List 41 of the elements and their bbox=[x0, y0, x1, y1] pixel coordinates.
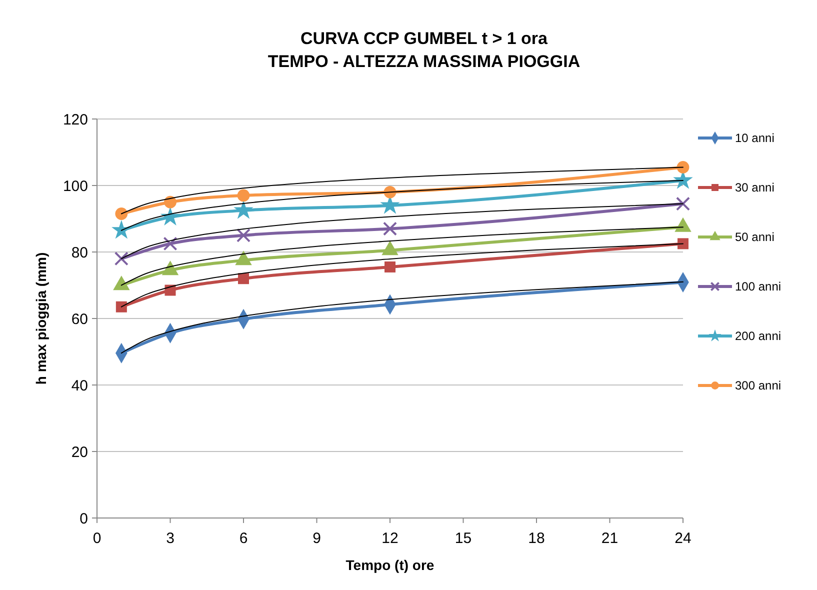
legend-label: 300 anni bbox=[735, 378, 782, 393]
x-axis-title: Tempo (t) ore bbox=[346, 557, 434, 573]
y-tick-label: 100 bbox=[62, 178, 88, 195]
point bbox=[116, 301, 127, 312]
x-tick-label: 21 bbox=[601, 530, 618, 547]
chart-title: CURVA CCP GUMBEL t > 1 ora bbox=[300, 29, 548, 48]
x-tick-label: 9 bbox=[312, 530, 321, 547]
point bbox=[163, 236, 178, 251]
x-tick-label: 18 bbox=[528, 530, 545, 547]
x-tick-label: 3 bbox=[166, 530, 174, 547]
point bbox=[234, 200, 254, 219]
x-tick-label: 15 bbox=[454, 530, 472, 547]
point bbox=[237, 189, 250, 202]
chart-subtitle: TEMPO - ALTEZZA MASSIMA PIOGGIA bbox=[268, 52, 580, 71]
legend-label: 30 anni bbox=[735, 180, 774, 195]
point bbox=[164, 284, 176, 296]
point bbox=[676, 196, 690, 211]
y-tick-label: 40 bbox=[71, 377, 88, 394]
point bbox=[678, 238, 688, 250]
y-tick-label: 60 bbox=[71, 310, 88, 328]
legend-label: 100 anni bbox=[735, 280, 782, 294]
point bbox=[236, 228, 251, 242]
point bbox=[676, 161, 690, 174]
point bbox=[114, 252, 128, 266]
x-tick-label: 6 bbox=[239, 530, 248, 547]
x-tick-label: 12 bbox=[382, 530, 398, 547]
y-tick-label: 80 bbox=[71, 244, 88, 262]
x-tick-label: 0 bbox=[92, 530, 102, 547]
x-tick-label: 24 bbox=[674, 530, 692, 547]
point bbox=[115, 208, 128, 220]
point bbox=[384, 261, 396, 272]
y-tick-label: 20 bbox=[71, 444, 88, 461]
point bbox=[382, 222, 398, 236]
legend-label: 10 anni bbox=[735, 131, 774, 146]
legend-label: 50 anni bbox=[735, 230, 774, 244]
point bbox=[164, 196, 176, 208]
y-tick-label: 0 bbox=[80, 510, 88, 528]
legend-label: 200 anni bbox=[735, 329, 782, 344]
y-axis-title: h max pioggia (mm) bbox=[33, 252, 49, 385]
point bbox=[238, 273, 249, 284]
y-tick-label: 120 bbox=[62, 111, 88, 128]
